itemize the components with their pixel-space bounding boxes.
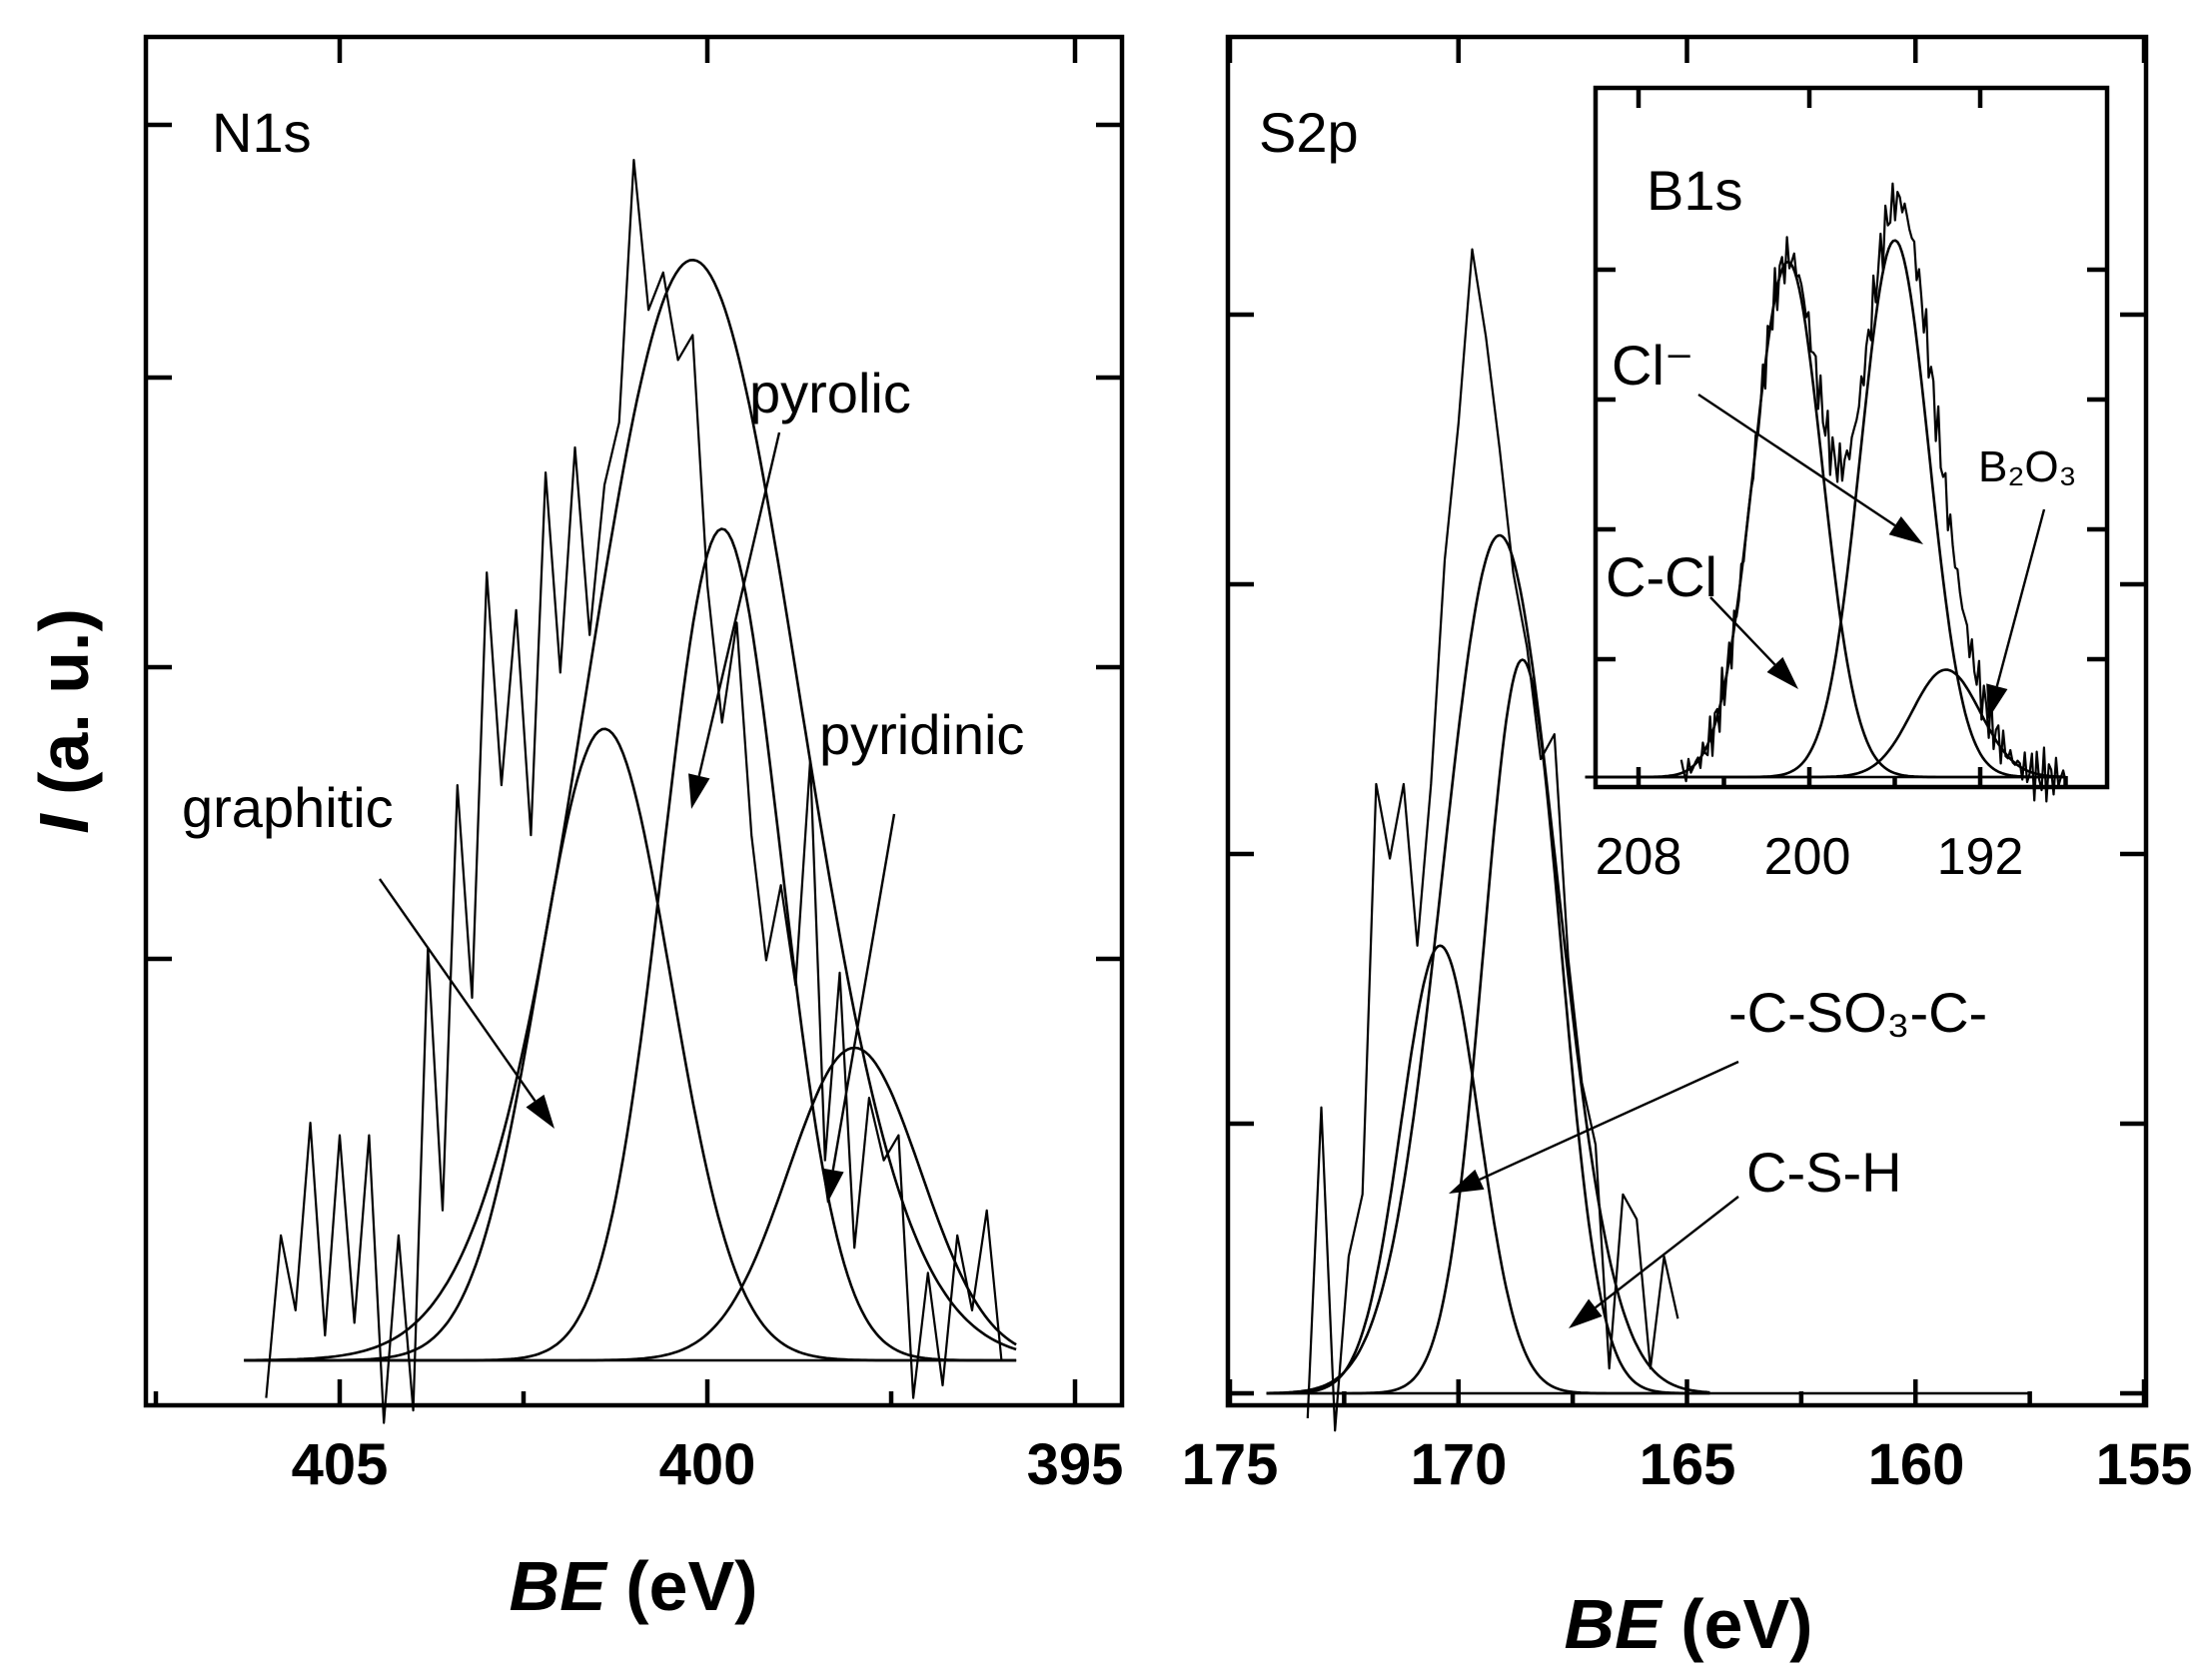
pyridinic-arrow-head bbox=[821, 1168, 844, 1204]
c-cl-arrow-shaft bbox=[1709, 596, 1776, 666]
c-cl-label: C-Cl bbox=[1606, 545, 1717, 608]
cl-minus-arrow bbox=[1697, 394, 1923, 544]
c-cl-arrow-head bbox=[1766, 656, 1798, 689]
s2p-x-tick-label: 165 bbox=[1640, 1432, 1736, 1497]
cl-minus-label: Cl⁻ bbox=[1612, 334, 1693, 397]
n1s-fit-pyridinic bbox=[244, 1046, 1017, 1362]
pyridinic-label: pyridinic bbox=[819, 703, 1024, 766]
s2p-curves bbox=[1266, 248, 2030, 1432]
b2o3-arrow-shaft bbox=[1995, 508, 2046, 687]
b1s-x-tick-label: 192 bbox=[1937, 828, 2024, 886]
b1s-x-tick-labels: 208 200 192 bbox=[1596, 828, 2024, 886]
s2p-x-tick-label: 155 bbox=[2096, 1432, 2193, 1497]
pyrolic-arrow-head bbox=[688, 773, 710, 809]
n1s-fit-graphitic bbox=[244, 727, 1017, 1362]
b1s-fit-b2o3 bbox=[1585, 668, 2066, 779]
n1s-panel: N1s graphitic pyrolic pyridinic 405 400 … bbox=[25, 34, 1125, 1625]
c-so3-c-arrow-head bbox=[1449, 1169, 1485, 1194]
b1s-x-tick-label: 200 bbox=[1764, 828, 1851, 886]
n1s-x-tick-labels: 405 400 395 bbox=[292, 1432, 1124, 1497]
annotation-arrows bbox=[379, 394, 2046, 1328]
n1s-fit-pyrolic bbox=[244, 527, 1017, 1362]
b1s-inset-frame bbox=[1593, 85, 2110, 790]
s2p-raw-spectrum bbox=[1306, 248, 1679, 1432]
s2p-x-tick-label: 160 bbox=[1868, 1432, 1965, 1497]
c-so3-c-label: -C-SO₃-C- bbox=[1728, 981, 1987, 1044]
pyrolic-arrow-shaft bbox=[697, 431, 781, 777]
pyridinic-arrow-shaft bbox=[831, 813, 896, 1171]
b1s-curves bbox=[1585, 182, 2067, 803]
s2p-x-tick-label: 170 bbox=[1411, 1432, 1508, 1497]
pyrolic-label: pyrolic bbox=[749, 362, 911, 424]
n1s-raw-spectrum bbox=[265, 159, 1003, 1424]
s2p-fit-c-s-h bbox=[1266, 658, 1710, 1395]
n1s-x-axis-title: BE (eV) bbox=[510, 1547, 758, 1625]
s2p-x-axis-title: BE (eV) bbox=[1565, 1585, 1813, 1663]
cl-minus-arrow-shaft bbox=[1697, 394, 1896, 527]
c-s-h-arrow-shaft bbox=[1595, 1196, 1739, 1309]
cl-minus-arrow-head bbox=[1888, 515, 1923, 544]
s2p-panel-label: S2p bbox=[1259, 101, 1359, 164]
c-cl-arrow bbox=[1709, 596, 1798, 689]
b1s-panel-label: B1s bbox=[1647, 159, 1743, 222]
graphitic-label: graphitic bbox=[182, 776, 394, 839]
n1s-curves bbox=[244, 159, 1017, 1424]
b2o3-arrow bbox=[1986, 508, 2046, 719]
b1s-raw-spectrum bbox=[1679, 182, 2067, 803]
graphitic-arrow bbox=[379, 878, 554, 1129]
c-s-h-arrow-head bbox=[1569, 1298, 1603, 1328]
n1s-x-axis-title-italic: BE bbox=[510, 1547, 609, 1625]
b1s-inset: B1s Cl⁻ C-Cl B₂O₃ 208 200 192 bbox=[1585, 85, 2110, 886]
pyrolic-arrow bbox=[688, 431, 781, 809]
s2p-fit--c-so3-c- bbox=[1266, 944, 1710, 1395]
s2p-panel: S2p -C-SO₃-C- C-S-H 175 170 165 160 155 … bbox=[1182, 34, 2193, 1663]
c-so3-c-arrow bbox=[1449, 1060, 1739, 1194]
y-axis-title-unit: (a. u.) bbox=[25, 608, 103, 795]
y-axis-title-italic: I bbox=[25, 813, 103, 834]
s2p-x-axis-title-unit: (eV) bbox=[1680, 1585, 1812, 1663]
s2p-x-tick-label: 175 bbox=[1182, 1432, 1279, 1497]
c-so3-c-arrow-shaft bbox=[1479, 1060, 1739, 1182]
graphitic-arrow-head bbox=[526, 1094, 554, 1129]
n1s-x-tick-label: 395 bbox=[1027, 1432, 1124, 1497]
y-axis-title: I (a. u.) bbox=[25, 608, 103, 834]
b1s-x-tick-label: 208 bbox=[1596, 828, 1682, 886]
n1s-x-tick-label: 405 bbox=[292, 1432, 389, 1497]
n1s-x-axis-title-unit: (eV) bbox=[625, 1547, 757, 1625]
b2o3-label: B₂O₃ bbox=[1978, 442, 2077, 491]
c-s-h-arrow bbox=[1569, 1196, 1739, 1328]
s2p-x-axis-title-italic: BE bbox=[1565, 1585, 1664, 1663]
n1s-plot-frame bbox=[143, 34, 1125, 1408]
c-s-h-label: C-S-H bbox=[1746, 1141, 1902, 1204]
graphitic-arrow-shaft bbox=[379, 878, 537, 1102]
n1s-panel-label: N1s bbox=[212, 101, 312, 164]
pyridinic-arrow bbox=[821, 813, 896, 1204]
n1s-ticks bbox=[146, 37, 1122, 1405]
n1s-x-tick-label: 400 bbox=[659, 1432, 756, 1497]
s2p-x-tick-labels: 175 170 165 160 155 bbox=[1182, 1432, 2193, 1497]
b2o3-arrow-head bbox=[1986, 683, 2008, 719]
